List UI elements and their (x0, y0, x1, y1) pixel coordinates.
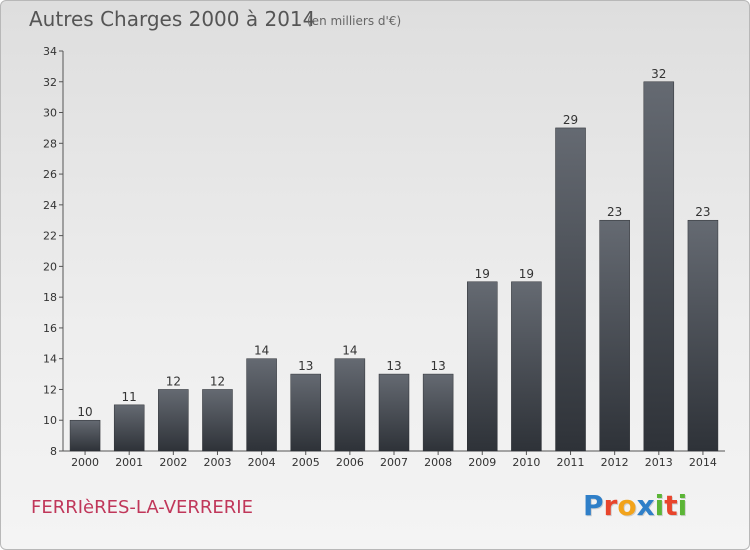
y-tick-label: 28 (43, 137, 57, 150)
bar-2007 (378, 373, 410, 452)
bar-2013 (643, 81, 675, 452)
bar-value-label: 12 (166, 374, 181, 388)
y-tick-label: 30 (43, 107, 57, 120)
bar-2005 (290, 373, 321, 452)
bar-value-label: 12 (210, 374, 225, 388)
bar-2009 (467, 281, 498, 452)
logo-letter: r (603, 489, 618, 522)
chart-subtitle: (en milliers d'€) (307, 14, 402, 28)
x-tick-label: 2005 (292, 456, 320, 469)
x-tick-label: 2006 (336, 456, 364, 469)
bar-2010 (511, 281, 542, 452)
x-tick-label: 2013 (645, 456, 673, 469)
x-tick-label: 2009 (468, 456, 496, 469)
bar-value-label: 13 (430, 359, 445, 373)
logo-letter: t (664, 489, 678, 522)
y-tick-label: 14 (43, 353, 57, 366)
y-tick-label: 12 (43, 383, 57, 396)
bar-value-label: 14 (254, 344, 269, 358)
bar-value-label: 13 (386, 359, 401, 373)
proxiti-logo: Proxiti (583, 489, 687, 522)
bar-2004 (246, 358, 277, 452)
bar-value-label: 32 (651, 67, 666, 81)
bar-value-label: 13 (298, 359, 313, 373)
logo-letter: P (583, 489, 604, 522)
bar-value-label: 10 (77, 405, 92, 419)
logo-letter: o (617, 489, 637, 522)
y-tick-label: 20 (43, 260, 57, 273)
y-tick-label: 34 (43, 45, 57, 58)
chart-labels: 2000 10 2001 11 2002 12 2003 12 2004 14 2005 13 2006… (71, 67, 717, 469)
bar-2012 (599, 219, 630, 452)
bar-value-label: 11 (122, 390, 137, 404)
commune-name: FERRIèRES-LA-VERRERIE (31, 497, 253, 518)
logo-letter: i (677, 489, 688, 522)
bar-2008 (422, 373, 454, 452)
bar-value-label: 23 (695, 205, 710, 219)
chart-title: Autres Charges 2000 à 2014 (29, 7, 316, 31)
y-tick-label: 16 (43, 322, 57, 335)
bar-value-label: 23 (607, 205, 622, 219)
chart-bars (69, 81, 719, 452)
y-tick-label: 8 (50, 445, 57, 458)
logo-letter: i (654, 489, 665, 522)
x-tick-label: 2000 (71, 456, 99, 469)
x-tick-label: 2008 (424, 456, 452, 469)
x-tick-label: 2011 (557, 456, 585, 469)
bar-value-label: 14 (342, 344, 357, 358)
y-tick-label: 26 (43, 168, 57, 181)
bar-value-label: 29 (563, 113, 578, 127)
bar-2001 (113, 404, 145, 452)
x-tick-label: 2003 (203, 456, 231, 469)
x-tick-label: 2002 (159, 456, 187, 469)
x-tick-label: 2007 (380, 456, 408, 469)
y-tick-label: 10 (43, 414, 57, 427)
x-tick-label: 2004 (248, 456, 276, 469)
bar-2002 (158, 389, 189, 452)
y-tick-label: 24 (43, 199, 57, 212)
x-tick-label: 2014 (689, 456, 717, 469)
y-tick-label: 32 (43, 76, 57, 89)
x-tick-label: 2012 (601, 456, 629, 469)
bar-2014 (687, 219, 719, 452)
bar-2006 (334, 358, 366, 452)
y-tick-label: 22 (43, 230, 57, 243)
bar-2003 (202, 389, 233, 452)
bar-value-label: 19 (519, 267, 534, 281)
y-tick-label: 18 (43, 291, 57, 304)
bar-value-label: 19 (475, 267, 490, 281)
logo-letter: x (636, 489, 655, 522)
x-tick-label: 2010 (512, 456, 540, 469)
x-tick-label: 2001 (115, 456, 143, 469)
bar-2011 (555, 127, 586, 452)
bar-2000 (69, 419, 101, 452)
